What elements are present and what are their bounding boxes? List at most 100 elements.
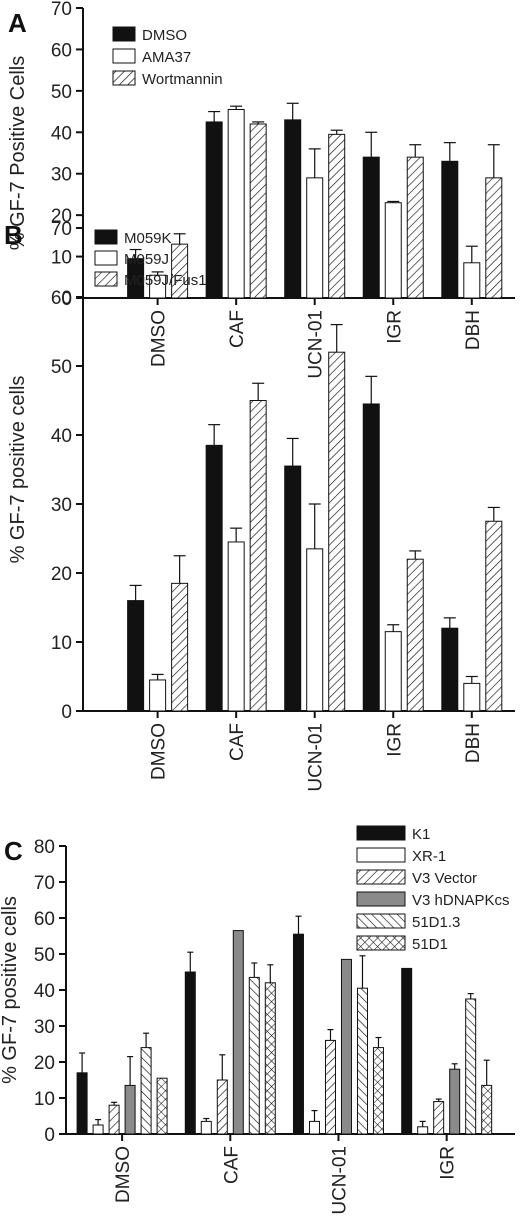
bar bbox=[306, 177, 324, 299]
y-tick-label: 40 bbox=[34, 981, 55, 1002]
bar bbox=[441, 160, 459, 299]
x-tick-label: DBH bbox=[463, 310, 484, 350]
y-tick-label: 0 bbox=[61, 289, 72, 310]
panel-c: C 0 10 20 30 40 50 60 70 80 % GF-7 positive cells D… bbox=[0, 825, 515, 1215]
y-tick-label: 40 bbox=[51, 426, 72, 447]
bar bbox=[127, 600, 145, 712]
x-tick-label: UCN-01 bbox=[306, 310, 327, 379]
y-tick-label: 60 bbox=[51, 40, 72, 61]
y-axis-label: % GF-7 positive cells bbox=[0, 896, 21, 1084]
y-tick-label: 50 bbox=[51, 82, 72, 103]
panel-letter: C bbox=[4, 836, 23, 866]
y-tick-label: 70 bbox=[34, 873, 55, 894]
bar bbox=[362, 156, 380, 299]
legend-swatch bbox=[94, 271, 118, 287]
legend-label: DMSO bbox=[142, 27, 187, 44]
bar bbox=[449, 1068, 461, 1135]
bar bbox=[292, 933, 304, 1135]
legend-swatch bbox=[356, 913, 406, 929]
y-tick-label: 70 bbox=[51, 0, 72, 20]
legend-swatch bbox=[356, 935, 406, 951]
bar bbox=[227, 109, 245, 299]
bar bbox=[184, 971, 196, 1135]
panel-letter: A bbox=[8, 8, 27, 38]
legend-label: M059J/Fus1 bbox=[124, 272, 207, 289]
bar bbox=[108, 1104, 120, 1135]
bar bbox=[324, 1039, 336, 1135]
y-tick-label: 20 bbox=[51, 564, 72, 585]
y-tick-label: 30 bbox=[34, 1017, 55, 1038]
x-tick-label: IGR bbox=[438, 1146, 459, 1180]
x-tick-label: CAF bbox=[221, 1146, 242, 1184]
bar bbox=[481, 1084, 493, 1135]
bar bbox=[232, 930, 244, 1135]
bar bbox=[328, 133, 346, 299]
y-tick-label: 50 bbox=[34, 945, 55, 966]
bar bbox=[417, 1126, 429, 1135]
x-tick-label: UCN-01 bbox=[306, 723, 327, 792]
bar bbox=[171, 582, 189, 712]
bar bbox=[308, 1120, 320, 1135]
legend-label: Wortmannin bbox=[142, 71, 223, 88]
bar bbox=[372, 1047, 384, 1135]
bar bbox=[249, 400, 267, 712]
y-tick-label: 20 bbox=[34, 1053, 55, 1074]
y-tick-label: 10 bbox=[51, 633, 72, 654]
y-tick-label: 40 bbox=[51, 123, 72, 144]
legend-label: V3 Vector bbox=[412, 870, 477, 887]
bar bbox=[200, 1120, 212, 1135]
bar bbox=[264, 982, 276, 1135]
bar bbox=[76, 1072, 88, 1135]
bar bbox=[284, 119, 302, 299]
bar bbox=[306, 548, 324, 712]
bar bbox=[205, 444, 223, 712]
y-tick-label: 70 bbox=[51, 219, 72, 240]
bar bbox=[328, 351, 346, 712]
y-tick-label: 50 bbox=[51, 357, 72, 378]
x-tick-label: DBH bbox=[463, 723, 484, 763]
bar bbox=[485, 177, 503, 299]
y-axis-label: % GF-7 positive cells bbox=[7, 376, 29, 564]
bar bbox=[356, 987, 368, 1135]
bar bbox=[463, 262, 481, 299]
bar bbox=[384, 631, 402, 712]
x-tick-label: DMSO bbox=[113, 1146, 134, 1203]
legend-swatch bbox=[356, 869, 406, 885]
y-tick-label: 0 bbox=[61, 702, 72, 723]
y-axis-label: % GF-7 Positive Cells bbox=[7, 56, 29, 251]
bar bbox=[406, 558, 424, 712]
y-tick-label: 0 bbox=[44, 1125, 55, 1146]
legend-label: AMA37 bbox=[142, 49, 191, 66]
legend-swatch bbox=[112, 48, 136, 64]
y-tick-label: 10 bbox=[34, 1089, 55, 1110]
x-tick-label: DMSO bbox=[149, 310, 170, 367]
y-tick-label: 60 bbox=[51, 288, 72, 309]
legend-swatch bbox=[356, 825, 406, 841]
bar bbox=[284, 465, 302, 712]
bar bbox=[216, 1079, 228, 1135]
legend-label: K1 bbox=[412, 826, 430, 843]
y-tick-label: 30 bbox=[51, 165, 72, 186]
y-tick-label: 10 bbox=[51, 248, 72, 269]
bar bbox=[485, 520, 503, 712]
legend-label: 51D1 bbox=[412, 936, 448, 953]
y-tick-label: 60 bbox=[34, 909, 55, 930]
bar bbox=[205, 121, 223, 299]
bar bbox=[92, 1124, 104, 1135]
bar bbox=[227, 541, 245, 712]
bar bbox=[401, 967, 413, 1135]
legend-label: V3 hDNAPKcs bbox=[412, 892, 510, 909]
y-tick-label: 20 bbox=[51, 206, 72, 227]
y-tick-label: 80 bbox=[34, 837, 55, 858]
legend-swatch bbox=[94, 250, 118, 266]
x-tick-label: CAF bbox=[227, 310, 248, 348]
panel-a: A 0 10 20 30 40 50 60 70 % GF-7 Positive Cells DMS… bbox=[7, 0, 515, 379]
bar bbox=[362, 403, 380, 712]
panel-b: B 0 10 20 30 40 50 60 70 % GF-7 positive cells DMS… bbox=[4, 219, 515, 792]
bar bbox=[463, 682, 481, 712]
legend-swatch bbox=[112, 26, 136, 42]
bar bbox=[124, 1084, 136, 1135]
bar bbox=[249, 123, 267, 299]
bar bbox=[465, 998, 477, 1135]
legend-label: 51D1.3 bbox=[412, 914, 460, 931]
